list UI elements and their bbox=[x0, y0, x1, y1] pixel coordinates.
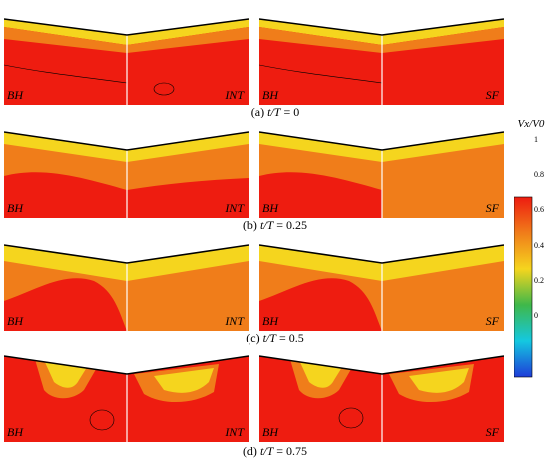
caption-variable: t/T bbox=[259, 444, 274, 458]
caption-value: = 0.75 bbox=[273, 444, 308, 458]
panel-left-label: BH bbox=[262, 314, 278, 328]
caption-c: (c) t/T = 0.5 bbox=[0, 331, 550, 346]
caption-d: (d) t/T = 0.75 bbox=[0, 444, 550, 459]
panel-b-left: BH INT bbox=[4, 118, 249, 218]
panel-a-right: BH SF bbox=[259, 5, 504, 105]
panel-d-left: BH INT bbox=[4, 342, 249, 442]
panel-right-label: INT bbox=[225, 425, 244, 439]
panel-right-label: INT bbox=[225, 314, 244, 328]
panel-left-label: BH bbox=[7, 425, 23, 439]
panel-d-right: BH SF bbox=[259, 342, 504, 442]
contour-plot-d-left bbox=[4, 342, 249, 442]
panel-c-right: BH SF bbox=[259, 231, 504, 331]
caption-b: (b) t/T = 0.25 bbox=[0, 218, 550, 233]
caption-variable: t/T bbox=[259, 218, 274, 232]
contour-plot-a-left bbox=[4, 5, 249, 105]
colorbar-tick-label: 0.4 bbox=[534, 240, 544, 250]
panel-right-label: INT bbox=[225, 88, 244, 102]
panel-left-label: BH bbox=[262, 201, 278, 215]
contour-plot-a-right bbox=[259, 5, 504, 105]
colorbar-tick-label: 0 bbox=[534, 311, 538, 320]
contour-plot-d-right bbox=[259, 342, 504, 442]
panel-right-label: INT bbox=[225, 201, 244, 215]
caption-value: = 0.25 bbox=[273, 218, 308, 232]
colorbar-title: Vx/V0 bbox=[517, 118, 545, 130]
caption-prefix: (b) bbox=[242, 218, 260, 232]
colorbar: Vx/V0 1 0.8 0.6 0.4 0.2 0 bbox=[512, 118, 550, 378]
caption-a: (a) t/T = 0 bbox=[0, 105, 550, 120]
caption-prefix: (d) bbox=[242, 444, 260, 458]
caption-value: = 0.5 bbox=[275, 331, 304, 345]
panel-a-left: BH INT bbox=[4, 5, 249, 105]
caption-variable: t/T bbox=[262, 331, 276, 345]
contour-plot-c-left bbox=[4, 231, 249, 331]
panel-b-right: BH SF bbox=[259, 118, 504, 218]
panel-right-label: SF bbox=[485, 314, 499, 328]
colorbar-tick-label: 0.6 bbox=[534, 205, 544, 215]
caption-value: = 0 bbox=[280, 105, 300, 119]
colorbar-tick-label: 1 bbox=[534, 135, 538, 144]
panel-left-label: BH bbox=[7, 314, 23, 328]
contour-plot-b-right bbox=[259, 118, 504, 218]
contour-plot-b-left bbox=[4, 118, 249, 218]
panel-right-label: SF bbox=[485, 88, 499, 102]
panel-c-left: BH INT bbox=[4, 231, 249, 331]
contour-plot-c-right bbox=[259, 231, 504, 331]
colorbar-tick-label: 0.2 bbox=[534, 275, 544, 285]
panel-left-label: BH bbox=[7, 201, 23, 215]
panel-left-label: BH bbox=[262, 425, 278, 439]
caption-variable: t/T bbox=[267, 105, 281, 119]
caption-prefix: (c) bbox=[246, 331, 263, 345]
panel-left-label: BH bbox=[7, 88, 23, 102]
caption-prefix: (a) bbox=[250, 105, 268, 119]
colorbar-tick-label: 0.8 bbox=[534, 170, 544, 180]
colorbar-gradient bbox=[514, 196, 533, 378]
panel-left-label: BH bbox=[262, 88, 278, 102]
panel-right-label: SF bbox=[485, 425, 499, 439]
panel-right-label: SF bbox=[485, 201, 499, 215]
